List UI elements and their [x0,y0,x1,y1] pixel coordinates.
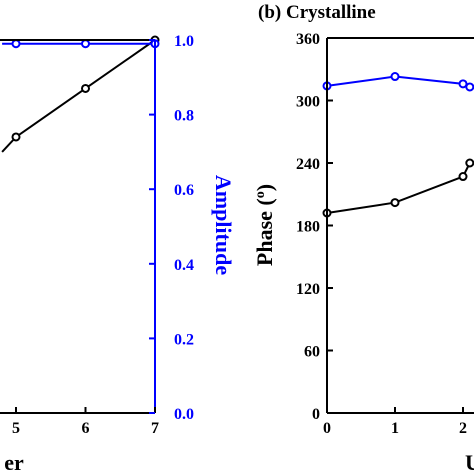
panel-b-y-axis-label: Phase (o) [252,184,277,266]
panel-b-y-tick-label: 360 [296,31,320,48]
panel-a-right-y-tick-label: 0.6 [174,182,194,199]
panel-b-y-axis-label-end: ) [252,184,277,191]
panel-a-x-tick-label: 7 [151,420,159,437]
panel-b-y-tick-label: 60 [304,344,320,361]
panel-b-y-tick-label: 120 [296,281,320,298]
panel-b-title: (b) Crystalline [258,2,376,23]
panel-b-x-axis-label: U [465,450,474,474]
panel-b-series-1-point [390,72,400,82]
panel-a-series-1-point [11,132,21,142]
panel-b-y-tick-label: 0 [312,406,320,423]
panel-a-right-y-tick-label: 0.2 [174,331,194,348]
panel-b-axes: 0 60 120 180 240 300 360 0 1 2 [296,31,474,437]
panel-b-y-tick-label: 180 [296,219,320,236]
panel-b-x-tick-label: 0 [323,420,331,437]
panel-b-series-2-point [465,158,474,168]
panel-b-series-1-point [465,82,474,92]
panel-b-y-tick-label: 300 [296,94,320,111]
panel-a: 5 6 7 0.0 0.2 0.4 0.6 0.8 1.0 er Amplitude [0,33,236,474]
panel-a-series-1-point [81,83,90,93]
panel-b-y-axis-label-main: Phase ( [252,198,277,266]
panel-b: (b) Crystalline 0 60 120 180 240 300 360 0 1 2 Ph… [252,2,474,474]
panel-a-x-tick-label: 6 [82,420,90,437]
panel-a-plot-area [1,35,160,153]
panel-a-right-y-tick-label: 1.0 [174,33,194,50]
panel-b-series-1-point [458,79,468,89]
panel-a-series-2-point [81,39,90,49]
panel-b-plot-area [322,72,474,218]
panel-a-right-y-tick-label: 0.8 [174,108,194,125]
panel-b-x-tick-label: 2 [459,420,467,437]
panel-a-axes: 5 6 7 0.0 0.2 0.4 0.6 0.8 1.0 [0,33,194,437]
panel-a-x-tick-label: 5 [12,420,20,437]
panel-a-series-2-point [11,39,21,49]
panel-a-x-axis-label: er [4,450,24,474]
panel-a-right-y-tick-label: 0.4 [174,257,194,274]
panel-a-series-line-1 [1,39,156,153]
panel-b-series-2-point [458,172,468,182]
panel-b-series-line-2 [326,162,471,214]
panel-a-right-y-axis-label: Amplitude [211,175,236,275]
panel-a-right-y-tick-label: 0.0 [174,406,194,423]
panel-b-x-tick-label: 1 [391,420,399,437]
panel-b-y-tick-label: 240 [296,156,320,173]
panel-b-series-2-point [390,198,400,208]
panel-b-y-axis-label-superscript: o [253,191,268,198]
